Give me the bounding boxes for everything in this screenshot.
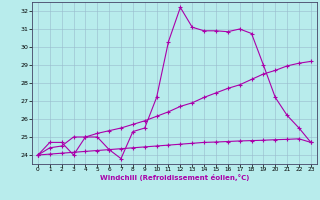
X-axis label: Windchill (Refroidissement éolien,°C): Windchill (Refroidissement éolien,°C) [100,174,249,181]
